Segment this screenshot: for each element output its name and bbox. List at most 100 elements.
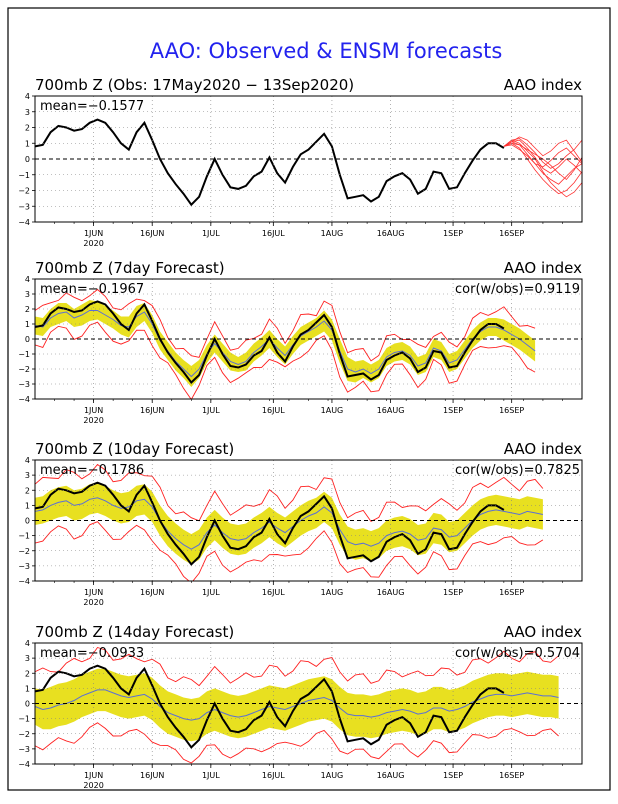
forecast-member-line [503, 142, 582, 195]
y-tick-label: 1 [25, 684, 30, 693]
ensemble-max-line [35, 288, 536, 362]
forecast-member-line [503, 139, 582, 174]
y-tick-label: 0 [25, 335, 30, 344]
y-tick-label: −4 [18, 760, 30, 769]
x-tick-label: 1SEP [443, 406, 463, 415]
x-tick-label: 1JUL [202, 588, 220, 597]
y-tick-label: 0 [25, 155, 30, 164]
y-tick-label: 3 [25, 654, 30, 663]
x-tick-label: 16JUL [262, 771, 285, 780]
x-tick-label: 1AUG [321, 406, 344, 415]
y-tick-label: −3 [18, 562, 30, 571]
x-tick-label: 16JUL [262, 588, 285, 597]
x-tick-label: 16JUN [140, 771, 164, 780]
y-tick-label: 0 [25, 517, 30, 526]
x-tick-label: 1SEP [443, 771, 463, 780]
mean-label: mean=−0.1967 [40, 282, 144, 297]
y-tick-label: 3 [25, 290, 30, 299]
forecast-member-line [503, 144, 582, 168]
x-tick-label: 16AUG [377, 771, 405, 780]
x-tick-label: 16JUL [262, 229, 285, 238]
ensemble-min-line [35, 521, 544, 581]
x-tick-label: 16AUG [377, 406, 405, 415]
y-tick-label: 1 [25, 320, 30, 329]
ensemble-max-line [35, 646, 559, 687]
y-tick-label: 4 [25, 639, 30, 648]
y-tick-label: 2 [25, 124, 30, 133]
y-tick-label: −4 [18, 218, 30, 227]
y-tick-label: 1 [25, 139, 30, 148]
corr-label: cor(w/obs)=0.7825 [455, 463, 580, 478]
x-tick-label: 1SEP [443, 229, 463, 238]
x-tick-label: 1AUG [321, 588, 344, 597]
y-tick-label: −1 [18, 715, 30, 724]
y-tick-label: 2 [25, 669, 30, 678]
y-tick-label: −2 [18, 187, 30, 196]
observed-line [35, 118, 505, 207]
y-tick-label: 3 [25, 108, 30, 117]
panel-1: 700mb Z (Obs: 17May2020 − 13Sep2020) AAO … [18, 76, 583, 248]
observed-line [35, 481, 505, 566]
plot-area [35, 463, 544, 581]
x-tick-label: 1AUG [321, 229, 344, 238]
ensemble-mean-line [35, 497, 544, 550]
grid [35, 96, 582, 222]
corr-label: cor(w/obs)=0.9119 [455, 282, 580, 297]
panel-3: 700mb Z (10day Forecast) AAO index 4 3 2 1 0 −1… [18, 440, 583, 607]
panel-title: 700mb Z (Obs: 17May2020 − 13Sep2020) [35, 76, 354, 94]
x-tick-label: 1AUG [321, 771, 344, 780]
plot-area [35, 288, 536, 399]
x-tick-label: 1JUN [84, 588, 103, 597]
y-tick-label: 3 [25, 471, 30, 480]
mean-label: mean=−0.0933 [40, 646, 144, 661]
y-tick-label: −1 [18, 532, 30, 541]
main-title: AAO: Observed & ENSM forecasts [150, 39, 503, 63]
x-tick-label: 16JUL [262, 406, 285, 415]
y-tick-label: 4 [25, 92, 30, 101]
x-tick-label: 16SEP [499, 406, 524, 415]
y-tick-label: −3 [18, 202, 30, 211]
x-tick-label: 16JUN [140, 229, 164, 238]
x-tick-label: 1JUN [84, 771, 103, 780]
ensemble-max-line [35, 463, 544, 522]
spread-band [35, 482, 543, 565]
x-year-label: 2020 [83, 781, 103, 790]
x-year-label: 2020 [83, 598, 103, 607]
y-tick-label: −2 [18, 730, 30, 739]
y-tick-label: −4 [18, 395, 30, 404]
panel-right-label: AAO index [504, 440, 582, 458]
plot-area [35, 646, 559, 764]
x-tick-label: 1JUL [202, 229, 220, 238]
y-tick-label: −1 [18, 171, 30, 180]
x-tick-label: 16AUG [377, 229, 405, 238]
x-tick-label: 1JUN [84, 406, 103, 415]
ensemble-mean-line [35, 310, 536, 378]
x-tick-label: 16JUN [140, 588, 164, 597]
forecast-member-line [503, 138, 582, 169]
mean-label: mean=−0.1786 [40, 463, 144, 478]
y-tick-label: 1 [25, 501, 30, 510]
x-tick-label: 1SEP [443, 588, 463, 597]
x-year-label: 2020 [83, 239, 103, 248]
x-tick-label: 16SEP [499, 771, 524, 780]
y-tick-label: −1 [18, 350, 30, 359]
ensemble-min-line [35, 321, 536, 399]
panel-right-label: AAO index [504, 623, 582, 641]
y-tick-label: 0 [25, 700, 30, 709]
x-tick-label: 1JUL [202, 771, 220, 780]
x-tick-label: 16SEP [499, 588, 524, 597]
corr-label: cor(w/obs)=0.5704 [455, 646, 580, 661]
x-tick-label: 1JUL [202, 406, 220, 415]
y-tick-label: −3 [18, 745, 30, 754]
x-year-label: 2020 [83, 416, 103, 425]
panel-right-label: AAO index [504, 76, 582, 94]
observed-line [35, 300, 505, 385]
y-tick-label: −2 [18, 365, 30, 374]
x-tick-label: 16AUG [377, 588, 405, 597]
y-tick-label: 4 [25, 456, 30, 465]
y-tick-label: −2 [18, 547, 30, 556]
panels-group: 700mb Z (Obs: 17May2020 − 13Sep2020) AAO … [18, 76, 583, 790]
x-tick-label: 16SEP [499, 229, 524, 238]
y-tick-label: 2 [25, 305, 30, 314]
